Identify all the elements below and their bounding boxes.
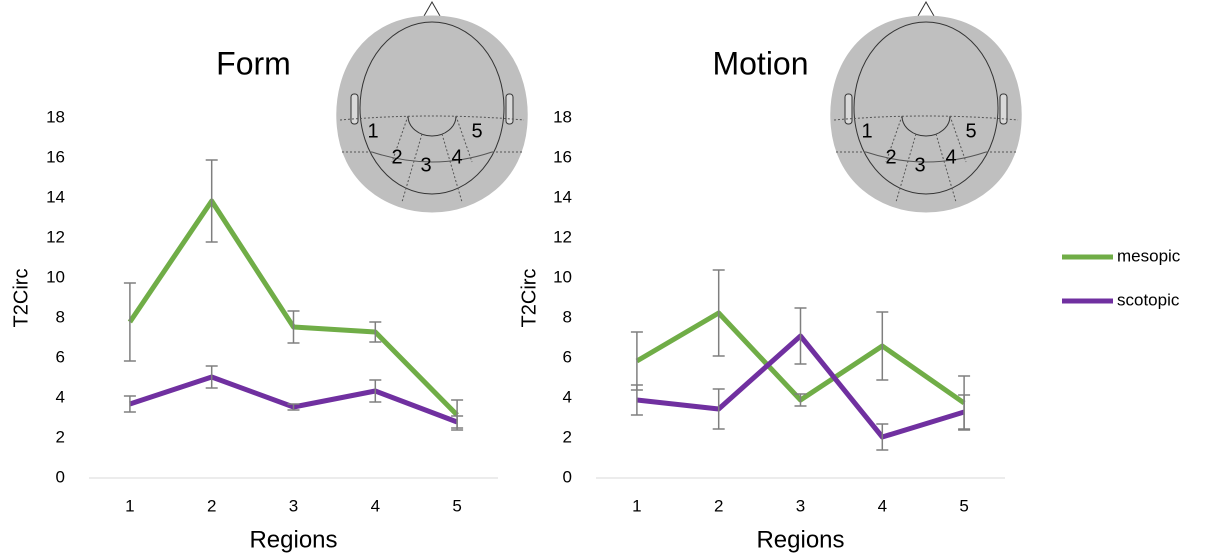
region-number: 5 bbox=[471, 120, 482, 142]
y-tick-label: 10 bbox=[553, 267, 572, 286]
region-number: 4 bbox=[451, 146, 462, 168]
x-tick-label: 5 bbox=[452, 496, 461, 515]
y-tick-label: 16 bbox=[553, 147, 572, 166]
x-tick-label: 1 bbox=[125, 496, 134, 515]
y-tick-label: 6 bbox=[56, 347, 65, 366]
head-shape bbox=[831, 16, 1021, 212]
y-tick-label: 14 bbox=[553, 187, 572, 206]
x-tick-label: 4 bbox=[371, 496, 380, 515]
region-number: 1 bbox=[861, 120, 872, 142]
series-line bbox=[130, 377, 457, 422]
x-axis-title: Regions bbox=[249, 526, 337, 553]
y-tick-label: 18 bbox=[553, 107, 572, 126]
y-tick-label: 12 bbox=[46, 227, 65, 246]
x-tick-label: 3 bbox=[796, 496, 805, 515]
y-tick-label: 2 bbox=[56, 427, 65, 446]
y-tick-label: 10 bbox=[46, 267, 65, 286]
legend-label: scotopic bbox=[1117, 290, 1180, 309]
y-tick-label: 12 bbox=[553, 227, 572, 246]
x-axis-title: Regions bbox=[756, 526, 844, 553]
y-tick-label: 8 bbox=[56, 307, 65, 326]
figure: 12345FormRegionsT2Circ024681012141618123… bbox=[0, 0, 1207, 555]
x-tick-label: 2 bbox=[207, 496, 216, 515]
y-axis-title: T2Circ bbox=[518, 269, 540, 328]
error-bar bbox=[124, 283, 136, 361]
region-number: 4 bbox=[945, 146, 956, 168]
region-number: 3 bbox=[914, 154, 925, 176]
head-shape bbox=[337, 16, 527, 212]
y-tick-label: 6 bbox=[563, 347, 572, 366]
y-tick-label: 0 bbox=[56, 467, 65, 486]
series-line bbox=[130, 201, 457, 415]
region-number: 3 bbox=[420, 154, 431, 176]
head-nose bbox=[918, 2, 934, 16]
y-tick-label: 18 bbox=[46, 107, 65, 126]
y-tick-label: 8 bbox=[563, 307, 572, 326]
region-number: 5 bbox=[965, 120, 976, 142]
x-tick-label: 3 bbox=[289, 496, 298, 515]
region-number: 1 bbox=[367, 120, 378, 142]
y-tick-label: 0 bbox=[563, 467, 572, 486]
y-tick-label: 2 bbox=[563, 427, 572, 446]
y-tick-label: 14 bbox=[46, 187, 65, 206]
error-bar bbox=[795, 308, 807, 364]
chart-title: Form bbox=[216, 45, 291, 81]
region-number: 2 bbox=[391, 146, 402, 168]
legend-label: mesopic bbox=[1117, 246, 1181, 265]
error-bar bbox=[206, 160, 218, 242]
x-tick-label: 2 bbox=[714, 496, 723, 515]
region-number: 2 bbox=[885, 146, 896, 168]
x-tick-label: 5 bbox=[959, 496, 968, 515]
y-axis-title: T2Circ bbox=[10, 269, 32, 328]
head-nose bbox=[424, 2, 440, 16]
y-tick-label: 4 bbox=[563, 387, 572, 406]
y-tick-label: 4 bbox=[56, 387, 65, 406]
x-tick-label: 1 bbox=[632, 496, 641, 515]
chart-title: Motion bbox=[712, 45, 808, 81]
y-tick-label: 16 bbox=[46, 147, 65, 166]
x-tick-label: 4 bbox=[878, 496, 887, 515]
